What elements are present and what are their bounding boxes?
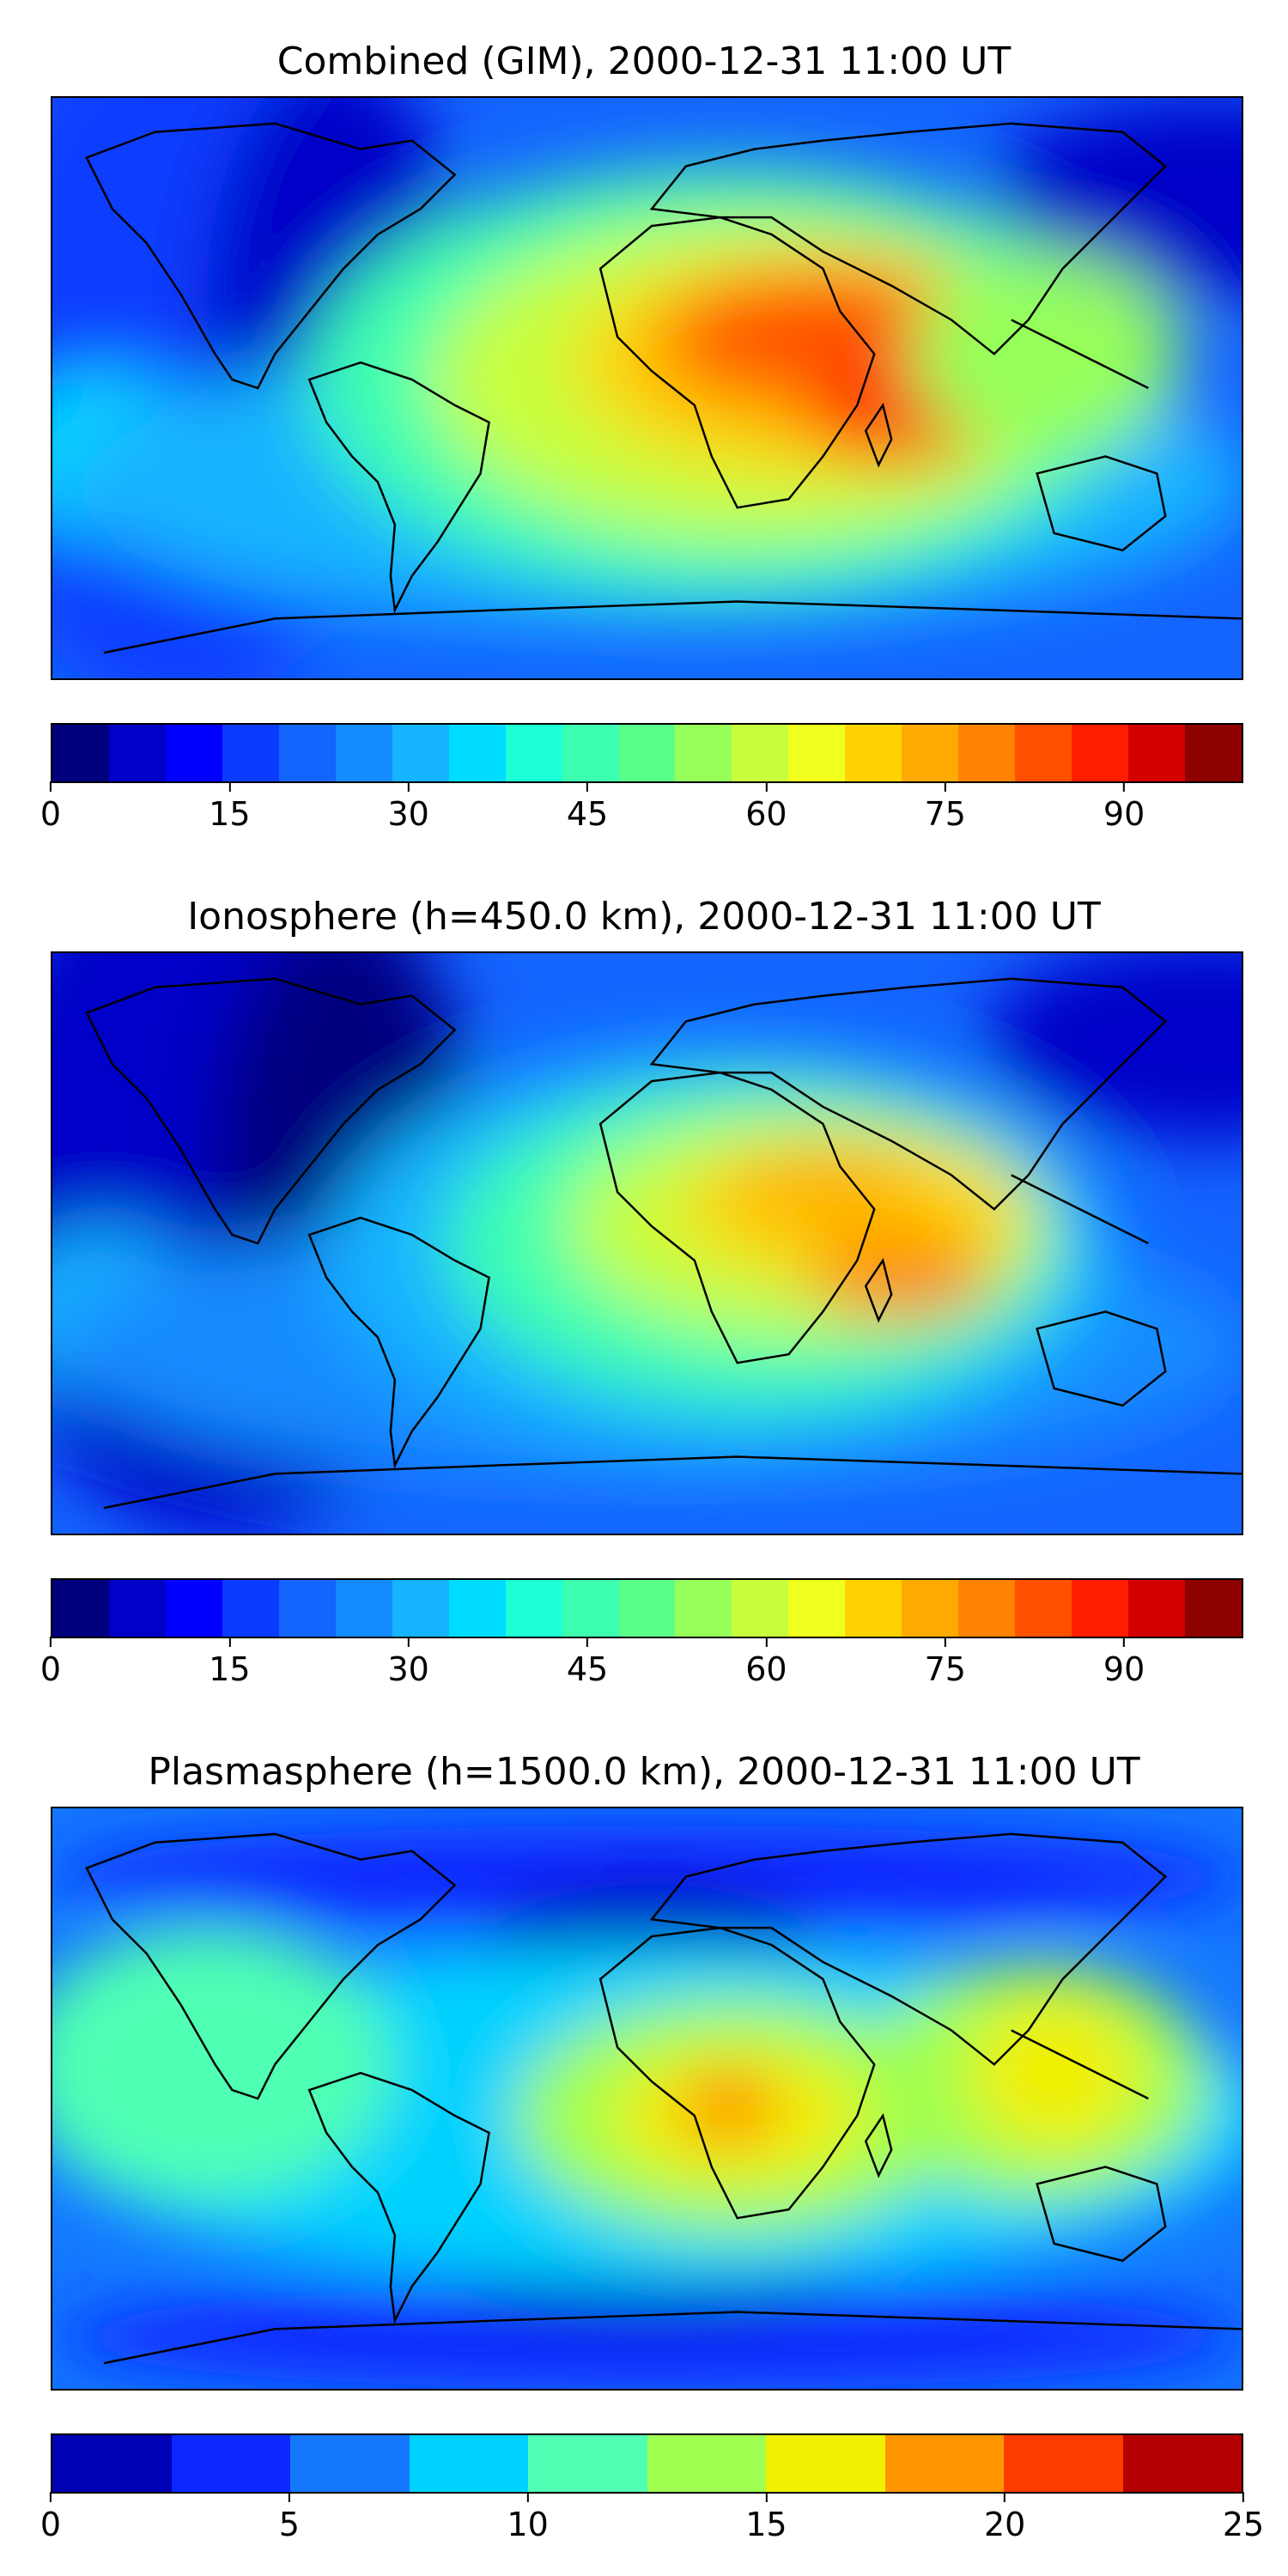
plasmasphere-colorbar-ticks: 0 5 10 15 20 25: [40, 2492, 1264, 2543]
colorbar-tick-label: 15: [209, 1637, 250, 1688]
colorbar-swatch: [222, 1580, 279, 1637]
colorbar-swatch: [392, 725, 449, 781]
colorbar-swatch: [448, 1580, 506, 1637]
colorbar-swatch: [335, 1580, 392, 1637]
colorbar-swatch: [1072, 725, 1129, 781]
colorbar-swatch: [618, 725, 676, 781]
colorbar-tick-label: 30: [388, 1637, 429, 1688]
colorbar-swatch: [448, 725, 506, 781]
combined-colorbar: [51, 723, 1243, 783]
colorbar-tick-label: 60: [745, 781, 787, 833]
colorbar-swatch: [766, 2435, 885, 2492]
colorbar-swatch: [165, 1580, 222, 1637]
colorbar-swatch: [1072, 1580, 1129, 1637]
colorbar-swatch: [1185, 1580, 1242, 1637]
ionosphere-colorbar: [51, 1578, 1243, 1638]
combined-map: [51, 96, 1243, 680]
ionosphere-map: [51, 951, 1243, 1535]
colorbar-swatch: [647, 2435, 766, 2492]
colorbar-swatch: [52, 2435, 172, 2492]
colorbar-tick-label: 90: [1103, 1637, 1145, 1688]
colorbar-tick-label: 15: [209, 781, 250, 833]
colorbar-tick-label: 60: [745, 1637, 787, 1688]
colorbar-swatch: [958, 1580, 1016, 1637]
colorbar-tick-label: 25: [1223, 2492, 1264, 2543]
ionosphere-map-svg: [52, 953, 1242, 1534]
colorbar-swatch: [409, 2435, 528, 2492]
colorbar-swatch: [1185, 725, 1242, 781]
colorbar-tick-label: 5: [279, 2492, 300, 2543]
colorbar-tick-label: 45: [567, 1637, 608, 1688]
colorbar-swatch: [845, 725, 902, 781]
plasmasphere-map-title: Plasmasphere (h=1500.0 km), 2000-12-31 1…: [148, 1750, 1140, 1794]
colorbar-swatch: [1015, 725, 1072, 781]
colorbar-tick-label: 0: [40, 1637, 61, 1688]
colorbar-swatch: [788, 725, 846, 781]
colorbar-swatch: [505, 725, 562, 781]
plasmasphere-colorbar: [51, 2433, 1243, 2494]
colorbar-swatch: [528, 2435, 647, 2492]
colorbar-swatch: [902, 1580, 959, 1637]
colorbar-swatch: [52, 1580, 109, 1637]
colorbar-tick-label: 45: [567, 781, 608, 833]
colorbar-swatch: [1015, 1580, 1072, 1637]
colorbar-swatch: [278, 725, 336, 781]
colorbar-tick-label: 0: [40, 781, 61, 833]
colorbar-swatch: [108, 1580, 166, 1637]
colorbar-swatch: [165, 725, 222, 781]
colorbar-swatch: [1128, 1580, 1186, 1637]
combined-map-svg: [52, 98, 1242, 678]
colorbar-swatch: [278, 1580, 336, 1637]
colorbar-tick-label: 10: [507, 2492, 548, 2543]
colorbar-swatch: [562, 1580, 619, 1637]
colorbar-tick-label: 20: [984, 2492, 1025, 2543]
ionosphere-map-title: Ionosphere (h=450.0 km), 2000-12-31 11:0…: [187, 895, 1101, 939]
combined-map-title: Combined (GIM), 2000-12-31 11:00 UT: [276, 39, 1012, 83]
colorbar-tick-label: 75: [925, 1637, 966, 1688]
plasmasphere-map-svg: [52, 1808, 1242, 2389]
colorbar-swatch: [1128, 725, 1186, 781]
colorbar-swatch: [1004, 2435, 1123, 2492]
colorbar-swatch: [675, 1580, 732, 1637]
colorbar-swatch: [675, 725, 732, 781]
colorbar-swatch: [884, 2435, 1004, 2492]
colorbar-swatch: [222, 725, 279, 781]
colorbar-swatch: [732, 725, 789, 781]
colorbar-swatch: [108, 725, 166, 781]
colorbar-swatch: [788, 1580, 846, 1637]
colorbar-swatch: [958, 725, 1016, 781]
colorbar-swatch: [732, 1580, 789, 1637]
colorbar-swatch: [52, 725, 109, 781]
colorbar-tick-label: 90: [1103, 781, 1145, 833]
colorbar-swatch: [290, 2435, 410, 2492]
colorbar-tick-label: 75: [925, 781, 966, 833]
colorbar-swatch: [1122, 2435, 1242, 2492]
colorbar-swatch: [902, 725, 959, 781]
colorbar-swatch: [392, 1580, 449, 1637]
plasmasphere-map: [51, 1807, 1243, 2391]
ionosphere-colorbar-ticks: 0 15 30 45 60 75 90: [40, 1637, 1243, 1688]
colorbar-swatch: [562, 725, 619, 781]
colorbar-swatch: [335, 725, 392, 781]
colorbar-tick-label: 0: [40, 2492, 61, 2543]
colorbar-swatch: [171, 2435, 290, 2492]
colorbar-swatch: [845, 1580, 902, 1637]
combined-colorbar-ticks: 0 15 30 45 60 75 90: [40, 781, 1243, 833]
colorbar-tick-label: 30: [388, 781, 429, 833]
colorbar-tick-label: 15: [745, 2492, 787, 2543]
colorbar-swatch: [618, 1580, 676, 1637]
colorbar-swatch: [505, 1580, 562, 1637]
